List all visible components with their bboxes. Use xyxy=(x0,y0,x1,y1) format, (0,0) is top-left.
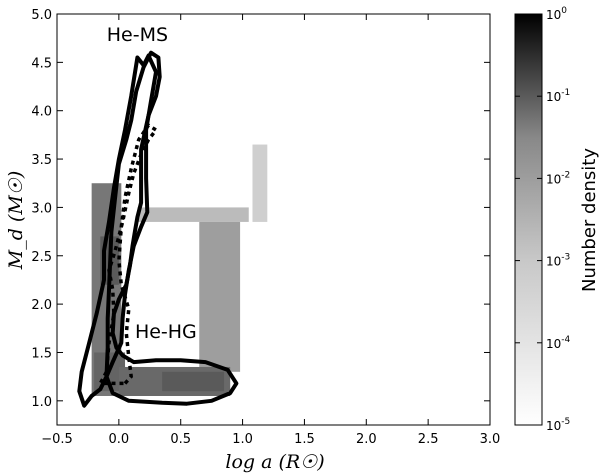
y-tick-label: 3.0 xyxy=(31,201,52,216)
colorbar-tick-label: 10-5 xyxy=(546,417,570,433)
density-region-6 xyxy=(162,371,225,392)
colorbar-title: Number density xyxy=(579,148,600,292)
colorbar-tick-label: 10-4 xyxy=(546,335,571,351)
y-tick-label: 3.5 xyxy=(31,153,52,168)
density-region-3 xyxy=(137,207,249,222)
region-label: He-MS xyxy=(107,24,168,46)
y-axis-title: M_d (M☉) xyxy=(5,171,27,270)
density-heatmap xyxy=(91,144,268,396)
colorbar-ticks: 100 10-1 10-2 10-3 10-4 10-5 xyxy=(515,6,571,433)
colorbar xyxy=(514,13,543,426)
x-tick-label: 2.5 xyxy=(418,432,439,447)
plot-frame xyxy=(56,13,491,426)
density-region-4 xyxy=(199,221,241,372)
colorbar-tick-label: 10-1 xyxy=(546,88,570,104)
x-tick-label: 0.5 xyxy=(170,432,191,447)
y-tick-label: 1.5 xyxy=(31,346,52,361)
colorbar-tick-label: 10-3 xyxy=(546,253,570,269)
x-tick-label: 2.0 xyxy=(356,432,377,447)
contour-lines xyxy=(77,50,239,408)
y-tick-label: 1.0 xyxy=(31,395,52,410)
colorbar-tick-label: 10-2 xyxy=(546,170,570,186)
colorbar-tick-label: 100 xyxy=(546,6,567,22)
x-tick-label: 0.0 xyxy=(109,432,130,447)
x-axis-ticks: −0.5 0.0 0.5 1.0 1.5 2.0 2.5 3.0 xyxy=(41,14,500,447)
y-axis-ticks: 1.0 1.5 2.0 2.5 3.0 3.5 4.0 4.5 5.0 xyxy=(31,8,490,410)
x-tick-label: 1.0 xyxy=(232,432,253,447)
x-tick-label: 3.0 xyxy=(480,432,501,447)
density-region-7 xyxy=(252,144,268,222)
region-annotations: He-MS He-HG xyxy=(107,24,197,343)
contour-1 xyxy=(77,53,158,408)
y-tick-label: 5.0 xyxy=(31,8,52,23)
x-tick-label: 1.5 xyxy=(294,432,315,447)
y-tick-label: 2.0 xyxy=(31,298,52,313)
x-tick-label: −0.5 xyxy=(41,432,73,447)
y-tick-label: 2.5 xyxy=(31,250,52,265)
y-tick-label: 4.5 xyxy=(31,56,52,71)
y-tick-label: 4.0 xyxy=(31,105,52,120)
x-axis-title: log a (R☉) xyxy=(225,451,324,473)
region-label: He-HG xyxy=(135,321,197,343)
contour-2 xyxy=(98,123,158,386)
